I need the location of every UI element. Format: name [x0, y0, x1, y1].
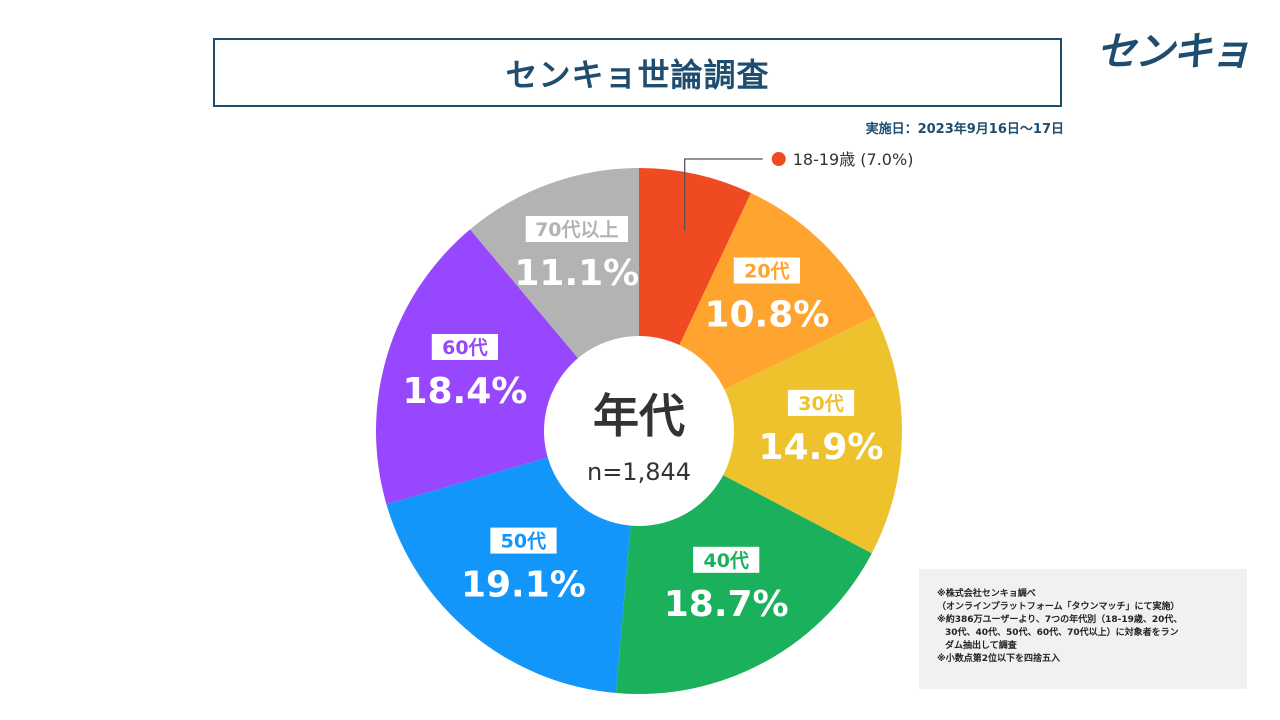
slice-label-box: [733, 257, 800, 284]
slice-value-label: 18.4%: [402, 371, 527, 412]
legend-dot: [771, 152, 786, 166]
slice-value-label: 19.1%: [461, 565, 586, 606]
pie-slice: [639, 316, 902, 554]
note-line: 30代、40代、50代、60代、70代以上）に対象者をラン: [945, 628, 1179, 638]
leader-line: [684, 158, 763, 231]
survey-date: 実施日：2023年9月16日〜17日: [865, 122, 1064, 137]
note-line: ※小数点第2位以下を四捨五入: [937, 654, 1061, 664]
title-box: センキョ世論調査: [213, 38, 1062, 107]
note-line: ※約386万ユーザーより、7つの年代別（18-19歳、20代、: [937, 615, 1183, 625]
note-line: ※株式会社センキョ調べ: [937, 589, 1036, 599]
notes-box: ※株式会社センキョ調べ （オンラインプラットフォーム「タウンマッチ」にて実施） ※約…: [919, 569, 1247, 689]
slice-label-box: [693, 546, 760, 573]
slice-category-label: 70代以上: [535, 219, 618, 241]
slice-label-box: [525, 216, 628, 242]
slice-category-label: 60代: [442, 337, 487, 359]
slice-category-label: 20代: [744, 261, 789, 283]
legend-label: 18-19歳 (7.0%): [793, 150, 914, 169]
slice-category-label: 30代: [798, 393, 843, 415]
page-title: センキョ世論調査: [505, 55, 770, 94]
note-line: （オンラインプラットフォーム「タウンマッチ」にて実施）: [937, 602, 1180, 612]
slice-label-box: [490, 527, 557, 554]
note-line: ダム抽出して調査: [945, 641, 1017, 651]
center-label: 年代: [593, 389, 685, 443]
slice-value-label: 18.7%: [664, 584, 789, 625]
slice-label-box: [431, 334, 498, 360]
slice-category-label: 40代: [703, 550, 748, 572]
center-sublabel: n=1,844: [587, 458, 691, 486]
slice-category-label: 50代: [501, 531, 546, 553]
slice-value-label: 11.1%: [514, 253, 639, 294]
slice-value-label: 10.8%: [704, 295, 829, 336]
donut-hole: [544, 336, 734, 526]
slice-label-box: [787, 389, 855, 416]
brand-logo: センキョ: [1096, 29, 1251, 75]
slice-value-label: 14.9%: [759, 427, 884, 468]
